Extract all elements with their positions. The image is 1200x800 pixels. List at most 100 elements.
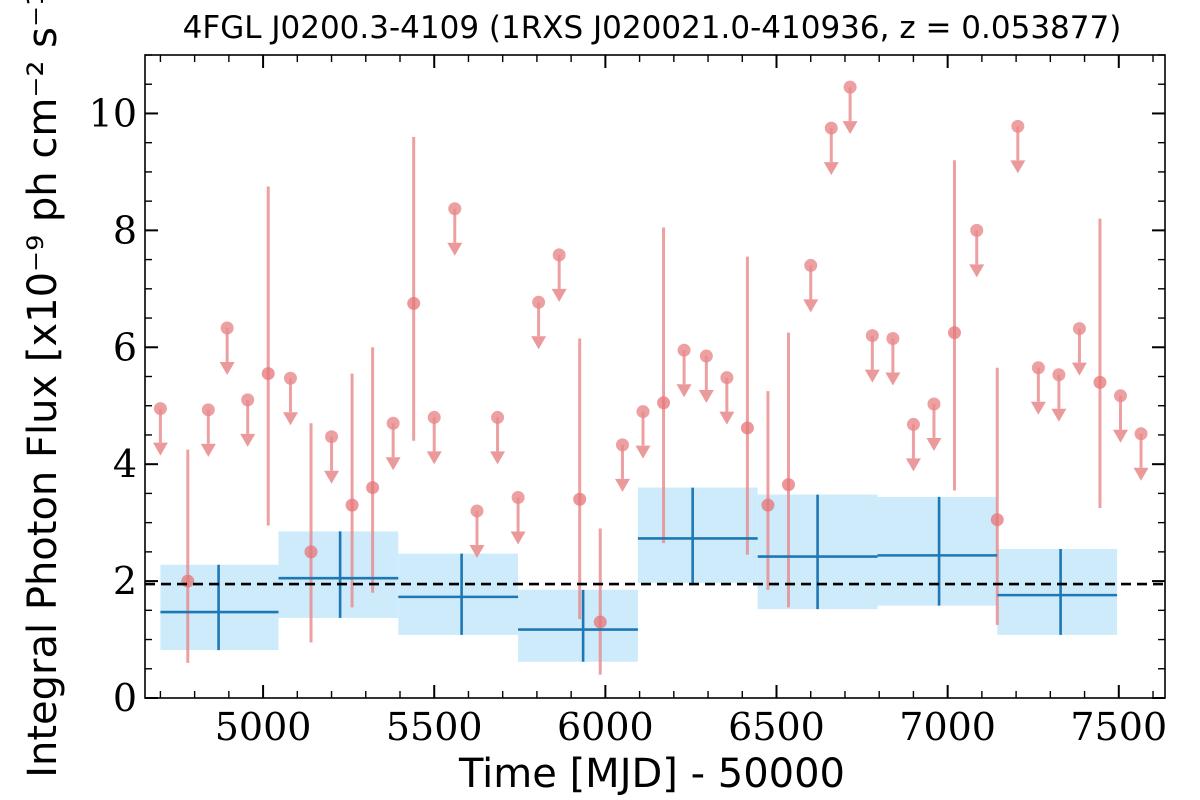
x-tick-label: 5000 [215,705,312,749]
upper-limit-point-18 [720,371,734,385]
bin-band-3 [518,589,638,662]
upper-limit-point-32 [1134,427,1148,441]
x-tick-label: 5500 [386,705,483,749]
upper-limit-arrow-7 [426,451,442,465]
upper-limit-arrow-1 [200,443,216,457]
upper-limit-arrow-21 [842,121,858,135]
upper-limit-point-27 [1011,119,1025,133]
detection-point-5 [407,296,421,310]
upper-limit-point-12 [532,295,546,309]
upper-limit-point-24 [906,417,920,431]
upper-limit-arrow-9 [469,544,485,558]
upper-limit-arrow-30 [1071,362,1087,376]
upper-limit-arrow-3 [240,433,256,447]
y-axis-label: Integral Photon Flux [x10⁻⁹ ph cm⁻² s⁻¹] [20,0,66,778]
detection-point-8 [657,396,671,410]
detection-point-10 [761,498,775,512]
bin-band-2 [398,553,519,635]
upper-limit-point-21 [843,80,857,94]
bin-band-4 [637,487,758,583]
upper-limit-point-8 [448,202,462,216]
detection-point-4 [366,481,380,495]
upper-limit-point-29 [1052,368,1066,382]
detection-point-13 [990,513,1004,527]
upper-limit-arrow-13 [551,288,567,302]
y-tick-label: 6 [113,325,137,369]
upper-limit-arrow-26 [969,264,985,278]
upper-limit-point-25 [927,397,941,411]
upper-limit-point-2 [220,321,234,335]
upper-limit-arrow-15 [635,445,651,459]
bin-band-1 [278,531,399,618]
x-tick-label: 6000 [557,705,654,749]
axes: 5000 5500 6000 6500 7000 7500 0 2 4 6 8 10 [89,54,1167,749]
upper-limit-arrow-31 [1113,429,1129,443]
upper-limit-arrow-14 [614,478,630,492]
x-tick-label: 7000 [899,705,996,749]
upper-limit-point-11 [511,491,525,505]
detection-point-11 [781,478,795,492]
upper-limit-arrow-2 [219,361,235,375]
upper-limit-arrow-20 [823,162,839,176]
upper-limit-arrow-10 [490,451,506,465]
detection-point-7 [593,615,607,629]
upper-limit-point-9 [470,504,484,518]
detection-point-9 [740,421,754,435]
upper-limit-arrow-5 [324,470,340,484]
y-tick-label: 8 [113,208,137,252]
upper-limit-arrow-27 [1010,160,1026,174]
upper-limit-point-1 [201,403,215,417]
detection-point-3 [345,498,359,512]
upper-limit-arrow-4 [282,412,298,426]
bin-band-6 [877,496,998,606]
x-tick-label: 6500 [728,705,825,749]
upper-limit-arrow-25 [926,437,942,451]
upper-limit-arrow-19 [803,299,819,313]
bin-band-7 [997,548,1118,635]
upper-limit-point-16 [677,343,691,357]
upper-limit-point-3 [241,393,255,407]
upper-limit-point-7 [427,410,441,424]
upper-limit-point-23 [886,332,900,346]
upper-limit-arrow-11 [510,531,526,545]
upper-limit-point-13 [552,248,566,262]
y-tick-label: 2 [113,559,137,603]
upper-limit-point-4 [283,371,297,385]
upper-limit-point-22 [865,329,879,343]
upper-limit-point-19 [804,258,818,272]
upper-limit-point-10 [491,410,505,424]
upper-limit-arrow-0 [152,442,168,456]
upper-limit-point-14 [615,438,629,452]
y-tick-label: 4 [113,442,137,486]
upper-limit-arrow-24 [905,458,921,472]
upper-limit-point-26 [970,223,984,237]
detection-point-6 [573,492,587,506]
detection-point-0 [181,574,195,588]
upper-limit-arrow-22 [864,369,880,383]
upper-limit-point-20 [824,121,838,135]
upper-limit-point-17 [699,349,713,363]
chart-title: 4FGL J0200.3-4109 (1RXS J020021.0-410936… [183,10,1122,46]
upper-limit-point-15 [636,405,650,419]
upper-limit-arrow-29 [1051,408,1067,422]
detection-point-14 [1093,375,1107,389]
detection-point-12 [947,326,961,340]
x-tick-label: 7500 [1070,705,1167,749]
upper-limit-arrow-23 [885,372,901,386]
detection-point-2 [304,545,318,559]
plot-area [145,80,1165,675]
upper-limit-point-0 [153,402,167,416]
upper-limit-arrow-17 [698,390,714,404]
x-axis-label: Time [MJD] - 50000 [458,751,845,797]
upper-limit-arrow-32 [1133,467,1149,481]
upper-limit-point-31 [1114,389,1128,403]
upper-limit-arrow-28 [1030,401,1046,415]
detection-point-1 [261,367,275,381]
upper-limit-arrow-16 [676,384,692,398]
upper-limit-arrow-18 [719,411,735,425]
upper-limit-point-6 [386,416,400,430]
y-tick-label: 10 [89,91,137,135]
upper-limit-point-30 [1072,322,1086,336]
upper-limit-arrow-6 [385,457,401,471]
